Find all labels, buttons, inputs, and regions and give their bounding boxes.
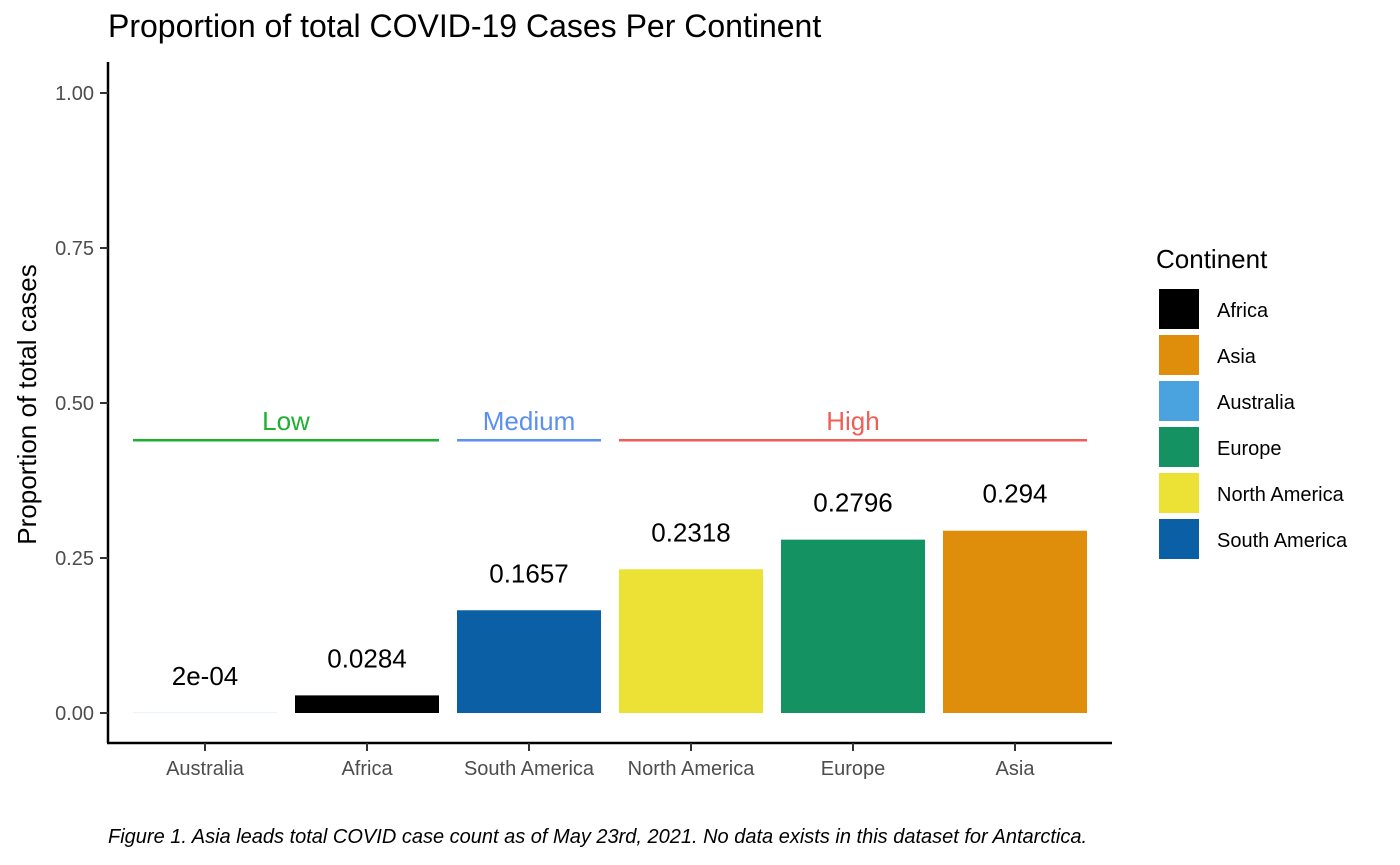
bars: 2e-04 0.0284 0.1657 0.2318 0.2796 0.294 [133,479,1087,713]
legend-item-label: Europe [1217,438,1282,460]
axes: 0.00 0.25 0.50 0.75 1.00 Proportion of total … [12,62,1112,780]
y-tick-label: 1.00 [55,83,94,105]
bar-asia [943,530,1087,713]
legend-item-label: Asia [1217,346,1257,368]
data-label: 0.2796 [813,488,893,518]
bar-europe [781,539,925,713]
group-label-low: Low [262,406,310,436]
legend-swatch [1159,427,1199,467]
y-tick-label: 0.75 [55,238,94,260]
x-tick-label: Europe [821,758,886,780]
legend: Continent Africa Asia Australia Europe North … [1156,244,1348,559]
chart-title: Proportion of total COVID-19 Cases Per C… [108,8,822,44]
legend-swatch [1159,381,1199,421]
legend-item-label: Africa [1217,300,1269,322]
group-label-medium: Medium [483,406,575,436]
figure-caption: Figure 1. Asia leads total COVID case co… [108,826,1088,848]
x-tick-label: Australia [166,758,245,780]
data-label: 0.2318 [651,517,731,547]
legend-swatch [1159,473,1199,513]
legend-swatch [1159,289,1199,329]
annotations: Low Medium High [133,406,1087,442]
bar-north-america [619,569,763,713]
x-tick-label: North America [628,758,756,780]
y-tick-label: 0.00 [55,703,94,725]
y-axis-label: Proportion of total cases [12,264,42,544]
legend-item-label: South America [1217,530,1348,552]
legend-item-label: Australia [1217,392,1296,414]
x-tick-label: Asia [996,758,1036,780]
legend-swatch [1159,519,1199,559]
bar-africa [295,695,439,713]
legend-title: Continent [1156,244,1268,274]
data-label: 2e-04 [172,661,239,691]
legend-item-label: North America [1217,484,1345,506]
data-label: 0.0284 [327,643,407,673]
x-tick-label: Africa [341,758,393,780]
data-label: 0.294 [982,479,1047,509]
x-tick-label: South America [464,758,595,780]
y-tick-label: 0.25 [55,548,94,570]
data-label: 0.1657 [489,558,569,588]
bar-south-america [457,610,601,713]
y-tick-label: 0.50 [55,393,94,415]
legend-swatch [1159,335,1199,375]
group-label-high: High [826,406,879,436]
